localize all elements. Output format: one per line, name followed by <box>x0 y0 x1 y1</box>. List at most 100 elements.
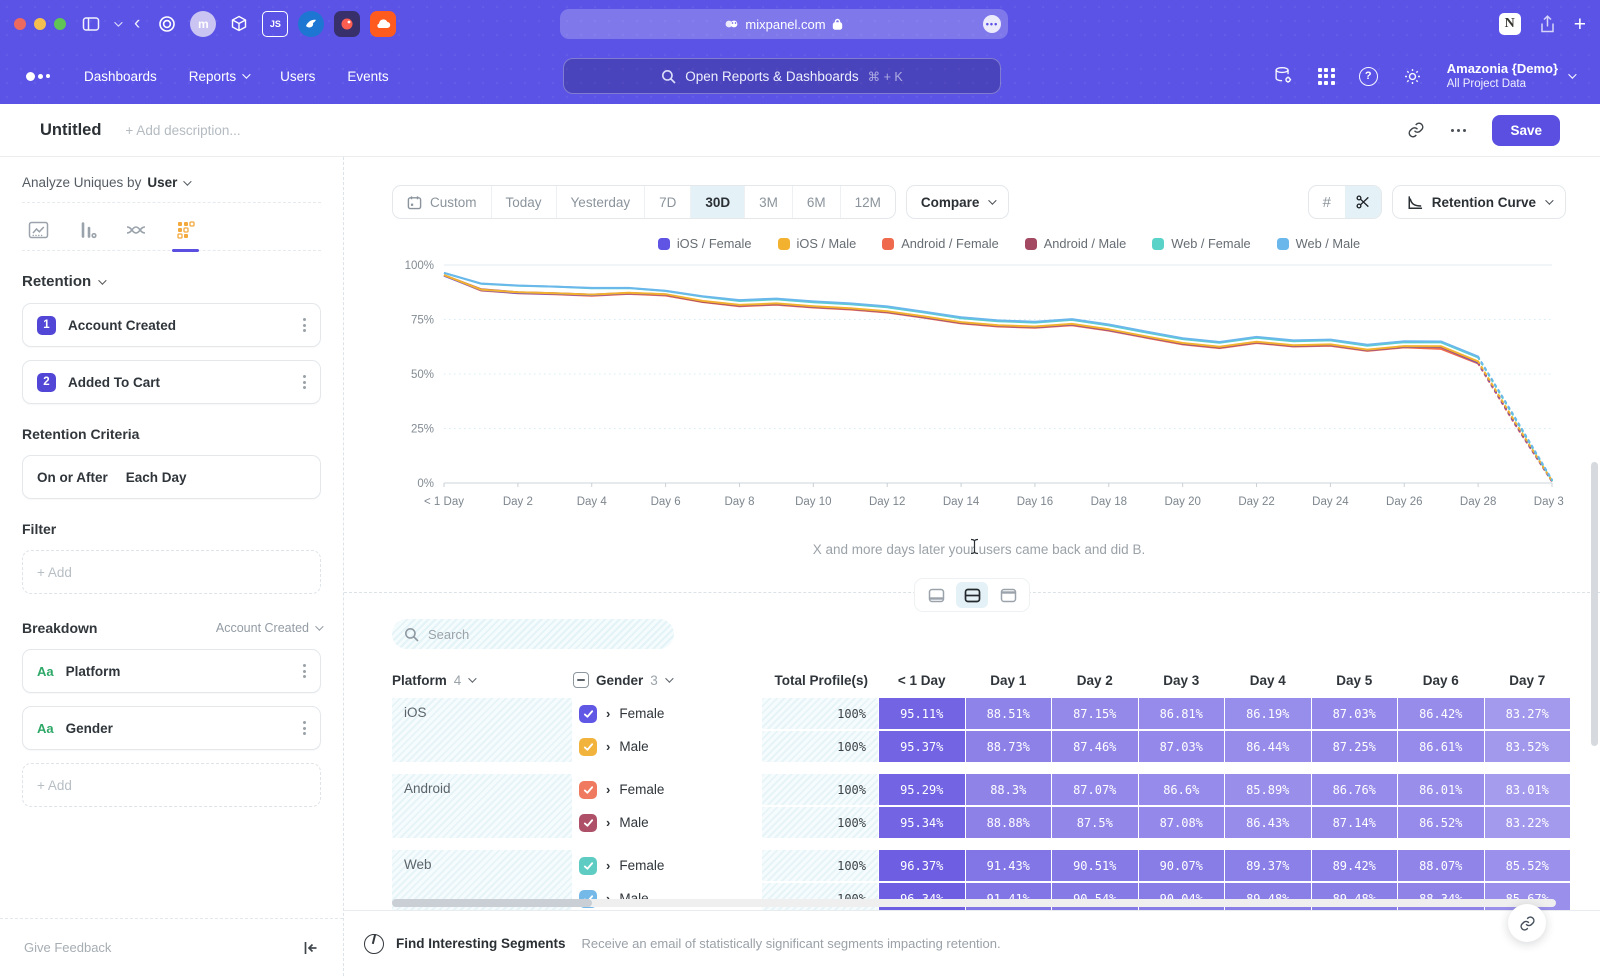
compare-button[interactable]: Compare <box>906 185 1010 219</box>
retention-value-cell[interactable]: 83.27% <box>1485 698 1571 729</box>
retention-section-header[interactable]: Retention <box>22 273 321 290</box>
gender-row-ios-male[interactable]: ›Male <box>573 731 761 762</box>
breakdown-item-gender[interactable]: Aa Gender <box>22 706 321 750</box>
range-7d[interactable]: 7D <box>645 186 691 218</box>
legend-item[interactable]: Android / Male <box>1025 236 1127 251</box>
global-search-input[interactable]: Open Reports & Dashboards ⌘ + K <box>563 58 1001 94</box>
row-checkbox[interactable] <box>579 738 597 756</box>
retention-value-cell[interactable]: 87.08% <box>1139 807 1225 838</box>
retention-value-cell[interactable]: 88.07% <box>1398 850 1484 881</box>
more-options-button[interactable] <box>1451 129 1466 132</box>
retention-value-cell[interactable]: 86.6% <box>1139 774 1225 805</box>
retention-value-cell[interactable]: 90.51% <box>1052 850 1138 881</box>
retention-value-cell[interactable]: 87.15% <box>1052 698 1138 729</box>
legend-item[interactable]: Web / Male <box>1277 236 1360 251</box>
column-header-Day2[interactable]: Day 2 <box>1052 673 1138 688</box>
retention-value-cell[interactable]: 91.43% <box>966 850 1052 881</box>
tab-flows[interactable] <box>125 220 147 250</box>
collapse-sidebar-icon[interactable] <box>302 940 319 956</box>
row-checkbox[interactable] <box>579 705 597 723</box>
range-30d[interactable]: 30D <box>691 186 745 218</box>
m-extension-icon[interactable]: m <box>190 11 216 37</box>
select-all-checkbox[interactable] <box>573 672 589 688</box>
add-description-field[interactable]: + Add description... <box>125 123 240 138</box>
expand-row-icon[interactable]: › <box>606 782 610 797</box>
retention-value-cell[interactable]: 88.88% <box>966 807 1052 838</box>
minimize-window-button[interactable] <box>34 18 46 30</box>
tab-retention[interactable] <box>175 220 196 250</box>
range-3m[interactable]: 3M <box>745 186 793 218</box>
row-checkbox[interactable] <box>579 814 597 832</box>
breakdown-item-platform[interactable]: Aa Platform <box>22 649 321 693</box>
column-header-Day4[interactable]: Day 4 <box>1225 673 1311 688</box>
retention-value-cell[interactable]: 87.25% <box>1312 731 1398 762</box>
maximize-window-button[interactable] <box>54 18 66 30</box>
retention-value-cell[interactable]: 90.07% <box>1139 850 1225 881</box>
save-button[interactable]: Save <box>1492 115 1560 146</box>
row-checkbox[interactable] <box>579 857 597 875</box>
retention-value-cell[interactable]: 88.3% <box>966 774 1052 805</box>
nav-item-dashboards[interactable]: Dashboards <box>84 69 157 84</box>
column-header-Day1[interactable]: Day 1 <box>966 673 1052 688</box>
browser-chevron-down-icon[interactable] <box>114 18 122 26</box>
retention-value-cell[interactable]: 95.11% <box>879 698 965 729</box>
gender-row-ios-female[interactable]: ›Female <box>573 698 761 729</box>
share-floating-button[interactable] <box>1508 904 1546 942</box>
retention-value-cell[interactable]: 86.01% <box>1398 774 1484 805</box>
expand-row-icon[interactable]: › <box>606 739 610 754</box>
browser-sidebar-icon[interactable] <box>82 16 100 32</box>
retention-value-cell[interactable]: 86.42% <box>1398 698 1484 729</box>
column-header-1Day[interactable]: < 1 Day <box>879 673 965 688</box>
legend-item[interactable]: Web / Female <box>1152 236 1250 251</box>
expand-row-icon[interactable]: › <box>606 815 610 830</box>
close-window-button[interactable] <box>14 18 26 30</box>
step-options-kebab[interactable] <box>303 318 306 332</box>
event-step-2[interactable]: 2 Added To Cart <box>22 360 321 404</box>
retention-value-cell[interactable]: 83.52% <box>1485 731 1571 762</box>
retention-value-cell[interactable]: 95.37% <box>879 731 965 762</box>
breakdown-context-dropdown[interactable]: Account Created <box>216 621 321 635</box>
column-header-Day6[interactable]: Day 6 <box>1398 673 1484 688</box>
new-tab-icon[interactable]: + <box>1574 14 1586 35</box>
legend-item[interactable]: iOS / Male <box>778 236 857 251</box>
retention-value-cell[interactable]: 87.5% <box>1052 807 1138 838</box>
series-line-projected-Web / Male[interactable] <box>1478 357 1552 480</box>
js-extension-icon[interactable]: JS <box>262 11 288 37</box>
column-header-Day3[interactable]: Day 3 <box>1139 673 1225 688</box>
retention-value-cell[interactable]: 86.52% <box>1398 807 1484 838</box>
show-numbers-toggle[interactable]: # <box>1309 186 1345 218</box>
retention-value-cell[interactable]: 89.37% <box>1225 850 1311 881</box>
retention-value-cell[interactable]: 83.22% <box>1485 807 1571 838</box>
column-header-gender[interactable]: Gender3 <box>573 672 761 688</box>
expand-row-icon[interactable]: › <box>606 858 610 873</box>
retention-chart[interactable]: 100%75%50%25%0%< 1 DayDay 2Day 4Day 6Day… <box>392 253 1566 534</box>
page-title[interactable]: Untitled <box>40 121 101 140</box>
gender-row-android-female[interactable]: ›Female <box>573 774 761 805</box>
project-switcher[interactable]: Amazonia {Demo} All Project Data <box>1447 61 1574 92</box>
nav-item-users[interactable]: Users <box>280 69 315 84</box>
copy-link-icon[interactable] <box>1407 121 1425 139</box>
gender-row-android-male[interactable]: ›Male <box>573 807 761 838</box>
breakdown-options-kebab[interactable] <box>303 721 306 735</box>
mixpanel-logo[interactable] <box>26 72 50 81</box>
event-step-1[interactable]: 1 Account Created <box>22 303 321 347</box>
range-today[interactable]: Today <box>492 186 557 218</box>
gender-row-web-female[interactable]: ›Female <box>573 850 761 881</box>
column-header-platform[interactable]: Platform4 <box>392 673 572 688</box>
retention-value-cell[interactable]: 86.44% <box>1225 731 1311 762</box>
retention-value-cell[interactable]: 89.42% <box>1312 850 1398 881</box>
table-search-input[interactable]: Search <box>392 619 674 649</box>
analyze-value-dropdown[interactable]: User <box>147 175 177 190</box>
legend-item[interactable]: iOS / Female <box>658 236 752 251</box>
layout-chart-only-button[interactable] <box>920 582 952 608</box>
retention-value-cell[interactable]: 86.61% <box>1398 731 1484 762</box>
share-icon[interactable] <box>1539 15 1556 34</box>
retention-value-cell[interactable]: 95.29% <box>879 774 965 805</box>
retention-value-cell[interactable]: 86.19% <box>1225 698 1311 729</box>
add-filter-button[interactable]: + Add <box>22 550 321 594</box>
url-bar[interactable]: mixpanel.com ••• <box>560 9 1008 39</box>
trim-axis-toggle[interactable] <box>1345 186 1381 218</box>
row-checkbox[interactable] <box>579 781 597 799</box>
column-header-Day5[interactable]: Day 5 <box>1312 673 1398 688</box>
browser-back-icon[interactable]: ‹ <box>134 14 140 33</box>
